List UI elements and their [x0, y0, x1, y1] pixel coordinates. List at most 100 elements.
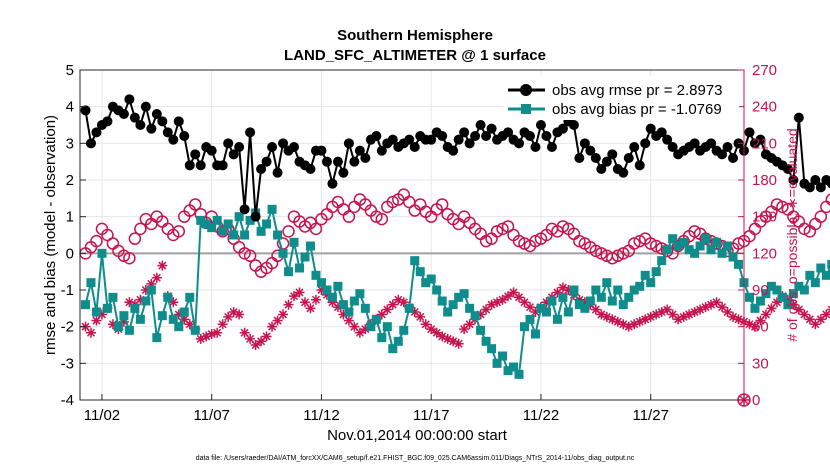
bias-point [146, 285, 156, 295]
bias-point [827, 259, 830, 269]
y-tick-label: 4 [66, 99, 74, 116]
rmse-point [245, 127, 256, 138]
obs-evaluated-point [289, 291, 300, 302]
bias-point [591, 285, 601, 295]
obs-evaluated-point [503, 291, 514, 302]
y2-tick-label: 30 [752, 355, 769, 372]
obs-evaluated-point [486, 299, 497, 310]
obs-possible-point [101, 228, 114, 242]
x-tick-label: 11/02 [84, 407, 120, 424]
bias-point [163, 292, 173, 302]
bias-point [629, 285, 639, 295]
bias-point [651, 267, 661, 277]
rmse-point [305, 164, 316, 174]
bias-point [355, 289, 365, 299]
rmse-point [228, 149, 239, 160]
obs-evaluated-point [278, 309, 289, 320]
obs-possible-point [688, 225, 701, 238]
rmse-point [546, 142, 557, 152]
rmse-point [267, 142, 278, 152]
bias-point [179, 307, 189, 317]
bias-point [284, 267, 294, 277]
rmse-point [102, 116, 113, 127]
rmse-point [354, 145, 365, 156]
bias-point [640, 270, 650, 280]
bias-point [119, 311, 129, 321]
obs-possible-point [188, 198, 202, 211]
obs-possible-point [627, 237, 641, 250]
obs-possible-point [238, 247, 251, 260]
x-tick-label: 11/17 [413, 407, 449, 424]
bias-point [102, 303, 112, 313]
obs-possible-point [644, 237, 657, 250]
bias-point [536, 303, 546, 313]
legend-rmse-label: obs avg rmse pr = 2.8973 [552, 82, 723, 99]
rmse-point [535, 120, 546, 130]
rmse-point [541, 131, 552, 141]
bias-point [432, 285, 442, 295]
rmse-point [601, 156, 612, 167]
obs-possible-point [649, 239, 663, 253]
obs-possible-point [479, 234, 493, 248]
bias-point [190, 325, 200, 335]
bias-point [212, 215, 222, 225]
rmse-point [810, 175, 821, 185]
bias-point [316, 278, 326, 288]
bias-point [519, 322, 529, 332]
bias-point [734, 259, 744, 269]
rmse-point [744, 127, 755, 138]
rmse-point [168, 134, 179, 145]
y-tick-label: 3 [66, 135, 74, 152]
bias-point [305, 241, 315, 251]
bias-point [273, 230, 283, 240]
rmse-point [568, 120, 579, 130]
y-tick-label: -2 [61, 319, 74, 336]
x-tick-label: 11/12 [303, 407, 339, 424]
rmse-point [85, 138, 96, 149]
bias-point [366, 322, 376, 332]
rmse-point [332, 156, 343, 167]
y-tick-label: -1 [61, 282, 74, 299]
bias-point [97, 248, 107, 258]
bias-point [223, 219, 233, 229]
rmse-point [184, 160, 195, 171]
bias-point [728, 252, 738, 262]
obs-possible-point [216, 225, 229, 238]
rmse-point [728, 153, 739, 163]
rmse-point [623, 153, 634, 163]
rmse-point [206, 145, 217, 156]
bias-point [684, 245, 694, 255]
rmse-point [470, 131, 481, 141]
obs-evaluated-point [815, 314, 826, 325]
legend-rmse-marker [520, 84, 532, 96]
rmse-point [815, 182, 826, 193]
bias-point [585, 296, 595, 306]
obs-possible-point [172, 225, 186, 238]
bias-point [256, 226, 266, 236]
obs-possible-point [606, 251, 619, 265]
rmse-point [135, 120, 146, 130]
y2-tick-label: 240 [752, 99, 777, 116]
rmse-point [656, 127, 667, 138]
obs-possible-point [809, 217, 822, 231]
bias-point [552, 314, 562, 324]
rmse-point [124, 94, 135, 105]
rmse-point [486, 123, 497, 134]
rmse-point [607, 149, 618, 160]
rmse-point [409, 142, 420, 152]
obs-possible-point [243, 249, 257, 263]
bias-point [185, 292, 195, 302]
bias-point [607, 296, 617, 306]
bias-point [234, 212, 244, 222]
obs-possible-point [814, 210, 828, 223]
rmse-point [223, 138, 234, 149]
rmse-point [140, 101, 151, 112]
rmse-point [256, 164, 267, 174]
rmse-point [217, 160, 228, 171]
obs-possible-point [529, 234, 542, 248]
y-tick-label: -3 [61, 355, 74, 372]
bias-point [558, 292, 568, 302]
rmse-point [514, 138, 525, 149]
bias-point [108, 292, 118, 302]
rmse-point [640, 138, 651, 149]
